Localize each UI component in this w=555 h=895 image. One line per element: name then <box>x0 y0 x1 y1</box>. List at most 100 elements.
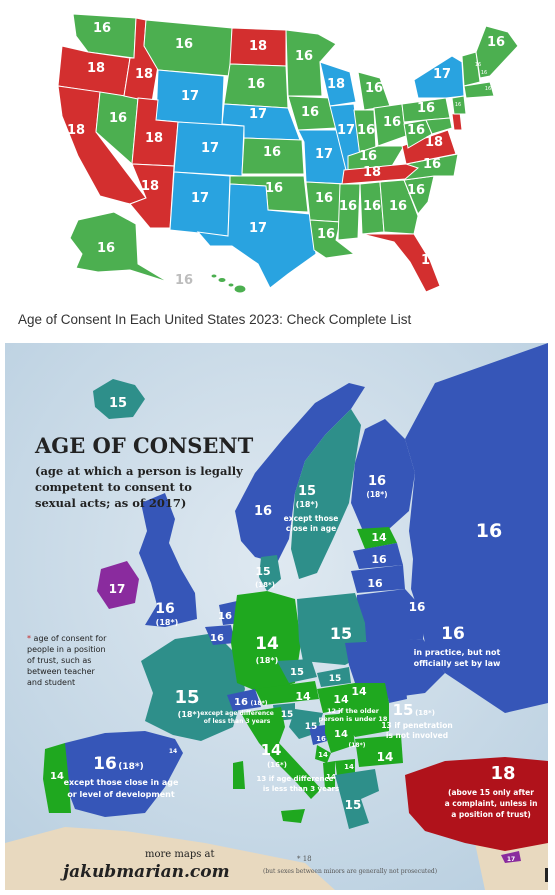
label-lithuania: 16 <box>367 577 383 590</box>
africa-land <box>5 827 335 890</box>
label-moldova-star: (18*) <box>415 709 435 717</box>
svg-text:people in a position: people in a position <box>27 645 106 654</box>
label-france-note-2: of less than 3 years <box>204 718 271 725</box>
label-greece: 15 <box>345 798 362 812</box>
country-ireland <box>97 561 139 609</box>
state-fl <box>361 233 441 293</box>
label-netherlands: 16 <box>218 611 232 622</box>
us-age-of-consent-map: 16 16 18 16 16 18 18 17 16 18 16 17 17 16 16 18 16 18 17 16… <box>18 6 538 298</box>
svg-text:* age of consent for: * age of consent for <box>27 634 107 643</box>
label-romania: 14 <box>351 685 367 698</box>
country-france <box>141 633 245 741</box>
label-montenegro: 14 <box>318 751 328 759</box>
label-norway: 16 <box>254 504 272 519</box>
label-sweden-star: (18*) <box>296 500 319 509</box>
us-label-wv: 16 <box>407 123 425 138</box>
state-hi <box>210 273 247 294</box>
country-greece <box>335 769 379 829</box>
us-label-sc: 16 <box>407 183 425 198</box>
label-spain: 16 <box>93 754 117 774</box>
country-denmark <box>259 555 281 591</box>
country-belarus <box>355 589 425 643</box>
europe-map-svg: AGE OF CONSENT (age at which a person is… <box>5 343 548 890</box>
label-portugal: 14 <box>50 771 64 782</box>
label-spain-note-1: except those close in age <box>64 778 179 787</box>
label-italy-note-1: 13 if age difference <box>257 775 334 783</box>
us-label-ca: 18 <box>67 123 85 138</box>
label-moldova-note-2: is not involved <box>386 731 448 740</box>
country-spain <box>65 731 183 817</box>
label-slovakia: 15 <box>329 674 342 684</box>
label-turkey-note-2: a complaint, unless in <box>445 799 538 808</box>
label-czechia: 15 <box>290 667 304 678</box>
position-of-trust-note: * age of consent for people in a positio… <box>27 634 107 687</box>
country-norway <box>235 383 365 563</box>
us-label-mo: 17 <box>315 147 333 162</box>
us-label-me: 16 <box>487 35 505 50</box>
country-sicily <box>281 809 305 823</box>
label-ireland: 17 <box>109 582 126 596</box>
label-serbia-star: (18*) <box>349 742 366 749</box>
label-ukraine: 16 <box>441 624 465 644</box>
label-italy-star: (16*) <box>267 761 287 769</box>
us-label-ky: 16 <box>359 149 377 164</box>
state-ma-ct-ri <box>463 81 495 99</box>
us-label-ak: 16 <box>97 241 115 256</box>
us-label-va: 18 <box>425 135 443 150</box>
label-germany-star: (18*) <box>256 656 279 665</box>
state-ky <box>347 145 405 171</box>
label-romania-note-1: 12 if the older <box>327 707 380 715</box>
country-lithuania <box>351 565 405 593</box>
us-label-ut: 18 <box>145 131 163 146</box>
label-denmark: 15 <box>255 565 270 578</box>
country-sardinia <box>233 761 245 789</box>
svg-text:16: 16 <box>481 70 487 76</box>
label-finland: 16 <box>368 474 386 489</box>
us-label-mi: 16 <box>365 81 383 96</box>
label-sweden: 15 <box>298 484 316 499</box>
us-label-mt: 16 <box>175 37 193 52</box>
us-label-or: 18 <box>87 61 105 76</box>
svg-text:16: 16 <box>485 86 491 92</box>
label-andorra: 14 <box>169 748 177 755</box>
us-label-mn: 16 <box>295 49 313 64</box>
label-poland: 15 <box>330 624 352 643</box>
us-label-wi: 18 <box>327 77 345 92</box>
us-label-tn: 18 <box>363 165 381 180</box>
edge-tick-mark <box>545 868 548 882</box>
label-latvia: 16 <box>371 553 387 566</box>
country-bosnia <box>309 725 327 745</box>
us-label-nd: 18 <box>249 39 267 54</box>
us-label-in: 16 <box>357 123 375 138</box>
label-russia-note-2: officially set by law <box>414 659 501 668</box>
label-denmark-star: (18*) <box>255 581 275 589</box>
label-uk: 16 <box>155 601 174 617</box>
label-turkey-note-3: a position of trust) <box>451 810 531 819</box>
label-bulgaria: 14 <box>377 750 394 764</box>
label-romania-note-2: person is under 18 <box>319 715 388 723</box>
country-finland <box>351 419 415 531</box>
us-label-oh: 16 <box>383 115 401 130</box>
map-title: AGE OF CONSENT <box>34 433 254 458</box>
us-label-al: 16 <box>363 199 381 214</box>
country-sweden <box>291 409 361 579</box>
footnote-symbol: * 18 <box>297 855 312 863</box>
state-ks <box>241 137 305 175</box>
state-de <box>451 111 463 131</box>
us-label-ne: 17 <box>249 107 267 122</box>
svg-text:of trust, such as: of trust, such as <box>27 656 91 665</box>
map-subtitle-line-3: sexual acts; as of 2017) <box>35 496 186 510</box>
country-portugal <box>43 743 71 813</box>
us-label-nm: 17 <box>191 191 209 206</box>
label-spain-star: (18*) <box>118 762 143 772</box>
us-label-nv: 16 <box>109 111 127 126</box>
label-iceland: 15 <box>109 396 127 411</box>
country-uk <box>139 493 197 627</box>
label-turkey-note-1: (above 15 only after <box>448 788 534 797</box>
label-bosnia: 16 <box>316 735 326 743</box>
us-map-caption: Age of Consent In Each United States 202… <box>18 312 412 327</box>
state-ak <box>69 211 169 283</box>
svg-text:16: 16 <box>475 62 481 68</box>
label-sweden-note-2: close in age <box>286 524 336 533</box>
